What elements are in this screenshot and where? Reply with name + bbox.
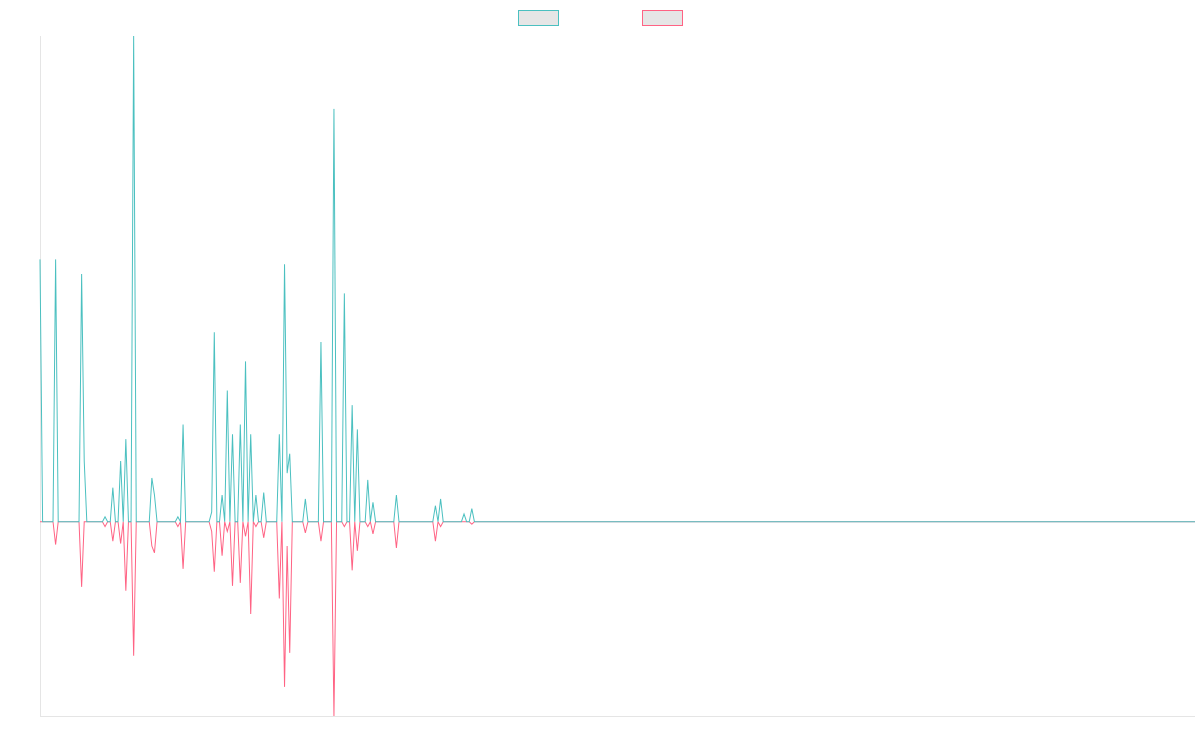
legend-swatch[interactable] [518, 10, 559, 26]
legend-swatch[interactable] [642, 10, 683, 26]
data-line [40, 519, 1195, 717]
data-line [39, 35, 1195, 524]
